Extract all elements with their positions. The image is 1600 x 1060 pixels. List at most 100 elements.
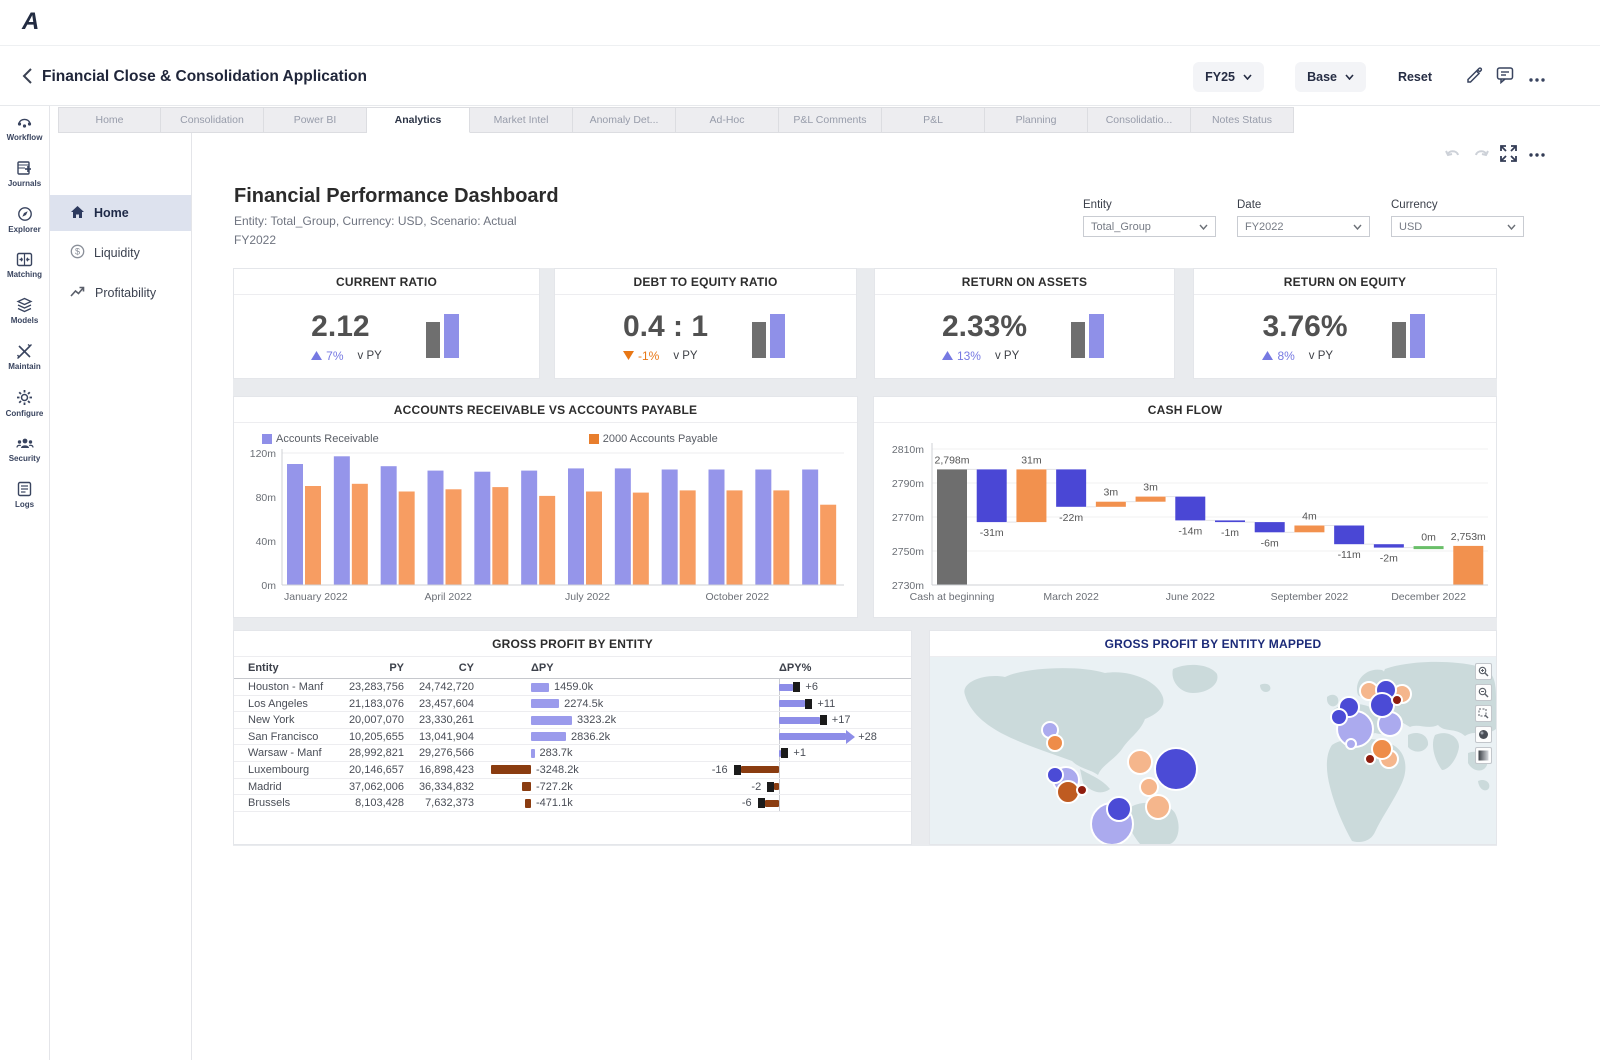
svg-text:October 2022: October 2022 (706, 591, 770, 603)
dpct-arrowhead (846, 729, 856, 744)
dpct-bar (779, 716, 820, 724)
kpi-title: DEBT TO EQUITY RATIO (555, 269, 856, 295)
svg-text:2810m: 2810m (892, 444, 924, 456)
filter-select-currency[interactable]: USD (1391, 216, 1524, 237)
tab-planning[interactable]: Planning (985, 107, 1088, 133)
rail-item-label: Security (8, 454, 41, 463)
reset-button[interactable]: Reset (1397, 70, 1432, 84)
subnav-item-liquidity[interactable]: $ Liquidity (50, 235, 191, 271)
map-globe-icon[interactable] (1475, 726, 1492, 743)
more-options-icon[interactable] (1528, 70, 1548, 90)
rail-item-label: Explorer (8, 225, 41, 234)
tab-market-intel[interactable]: Market Intel (470, 107, 573, 133)
filter-select-date[interactable]: FY2022 (1237, 216, 1370, 237)
kpi-body: 2.12 7% v PY (234, 295, 539, 379)
tab-anomaly-det-[interactable]: Anomaly Det... (573, 107, 676, 133)
dpct-bar (774, 783, 779, 791)
dashboard-canvas: Financial Performance Dashboard Entity: … (192, 133, 1600, 1060)
undo-icon[interactable] (1444, 145, 1462, 163)
filter-value: FY2022 (1245, 220, 1284, 233)
subnav-item-home[interactable]: Home (50, 195, 191, 231)
dpy-bar (531, 699, 560, 709)
fiscal-year-dropdown[interactable]: FY25 (1193, 62, 1264, 92)
scenario-dropdown[interactable]: Base (1295, 62, 1366, 92)
dpct-value: +17 (831, 714, 851, 727)
cell-py: 10,205,655 (348, 730, 404, 743)
kpi-delta: -1% v PY (622, 349, 698, 363)
legend-label: Accounts Receivable (276, 433, 379, 445)
panel-more-icon[interactable] (1528, 145, 1546, 163)
kpi-minibar-icon (750, 310, 788, 365)
svg-text:June 2022: June 2022 (1166, 591, 1215, 603)
dpct-cap (805, 698, 813, 709)
edit-pencil-icon[interactable] (1465, 66, 1485, 86)
dashboard-tools (1444, 145, 1546, 163)
table-col-header: Entity (248, 662, 279, 674)
tab-consolidatio-[interactable]: Consolidatio... (1088, 107, 1191, 133)
svg-text:-2m: -2m (1380, 553, 1398, 565)
rail-item-explorer[interactable]: Explorer (0, 197, 49, 243)
tab-notes-status[interactable]: Notes Status (1191, 107, 1294, 133)
tab-p-l-comments[interactable]: P&L Comments (779, 107, 882, 133)
map-zoom-out-icon[interactable] (1475, 684, 1492, 701)
tab-power-bi[interactable]: Power BI (264, 107, 367, 133)
table-row: Warsaw - Manf 28,992,821 29,276,566 283.7k +… (234, 745, 911, 762)
kpi-card-1: CURRENT RATIO 2.12 7% v PY (233, 268, 540, 379)
cell-entity: San Francisco (248, 730, 319, 743)
kpi-value: 3.76% (1262, 310, 1348, 343)
tab-p-l[interactable]: P&L (882, 107, 985, 133)
kpi-delta: 7% v PY (311, 349, 382, 363)
redo-icon[interactable] (1472, 145, 1490, 163)
map-zoom-selection-icon[interactable] (1475, 705, 1492, 722)
dpy-value: -471.1k (536, 797, 573, 810)
svg-text:3m: 3m (1143, 482, 1158, 494)
cell-cy: 36,334,832 (418, 780, 474, 793)
tab-consolidation[interactable]: Consolidation (161, 107, 264, 133)
map-layers-icon[interactable] (1475, 747, 1492, 764)
svg-text:January 2022: January 2022 (284, 591, 348, 603)
kpi-value-block: 2.33% 13% v PY (941, 311, 1027, 363)
gross-profit-table-title: GROSS PROFIT BY ENTITY (234, 631, 911, 657)
svg-text:July 2022: July 2022 (565, 591, 610, 603)
dpct-value: +11 (817, 697, 836, 710)
rail-item-matching[interactable]: Matching (0, 243, 49, 288)
up-arrow-icon (941, 349, 953, 363)
rail-item-models[interactable]: Models (0, 288, 49, 334)
filter-select-entity[interactable]: Total_Group (1083, 216, 1216, 237)
dpct-value: -16 (711, 763, 728, 776)
map-zoom-in-icon[interactable] (1475, 663, 1492, 680)
ar-ap-chart-panel: ACCOUNTS RECEIVABLE VS ACCOUNTS PAYABLE … (233, 396, 858, 618)
filter-bar: Entity Total_Group Date FY2022 Currency USD (1083, 199, 1524, 237)
fullscreen-icon[interactable] (1500, 145, 1518, 163)
dpy-bar (531, 748, 535, 758)
kpi-minibar-icon (424, 310, 462, 365)
liquidity-icon: $ (70, 244, 85, 262)
tab-ad-hoc[interactable]: Ad-Hoc (676, 107, 779, 133)
world-bubble-map (930, 657, 1496, 844)
svg-text:2770m: 2770m (892, 512, 924, 524)
rail-item-security[interactable]: Security (0, 427, 49, 472)
rail-item-maintain[interactable]: Maintain (0, 334, 49, 380)
cell-cy: 16,898,423 (418, 763, 474, 776)
rail-item-logs[interactable]: Logs (0, 472, 49, 518)
cell-entity: Brussels (248, 797, 291, 810)
rail-item-workflow[interactable]: Workflow (0, 106, 49, 151)
filter-label: Date (1237, 199, 1262, 211)
back-chevron-icon[interactable] (20, 66, 38, 86)
table-row: Luxembourg 20,146,657 16,898,423 -3248.2k -1… (234, 762, 911, 779)
dpy-value: 2274.5k (564, 697, 604, 710)
dashboard-subnav: Home $ Liquidity Profitability (50, 133, 192, 1060)
legend-item: Accounts Receivable (262, 433, 379, 445)
tab-home[interactable]: Home (58, 107, 161, 133)
rail-item-journals[interactable]: Journals (0, 151, 49, 197)
svg-text:120m: 120m (250, 448, 277, 460)
dpct-bar (764, 799, 779, 807)
comments-icon[interactable] (1496, 66, 1516, 86)
kpi-delta-value: 13% (956, 349, 981, 363)
rail-item-configure[interactable]: Configure (0, 380, 49, 427)
kpi-delta-value: 7% (326, 349, 344, 363)
rail-item-label: Logs (14, 500, 35, 509)
subnav-item-profitability[interactable]: Profitability (50, 275, 191, 311)
tab-analytics[interactable]: Analytics (367, 107, 470, 133)
dpy-value: -3248.2k (536, 763, 579, 776)
